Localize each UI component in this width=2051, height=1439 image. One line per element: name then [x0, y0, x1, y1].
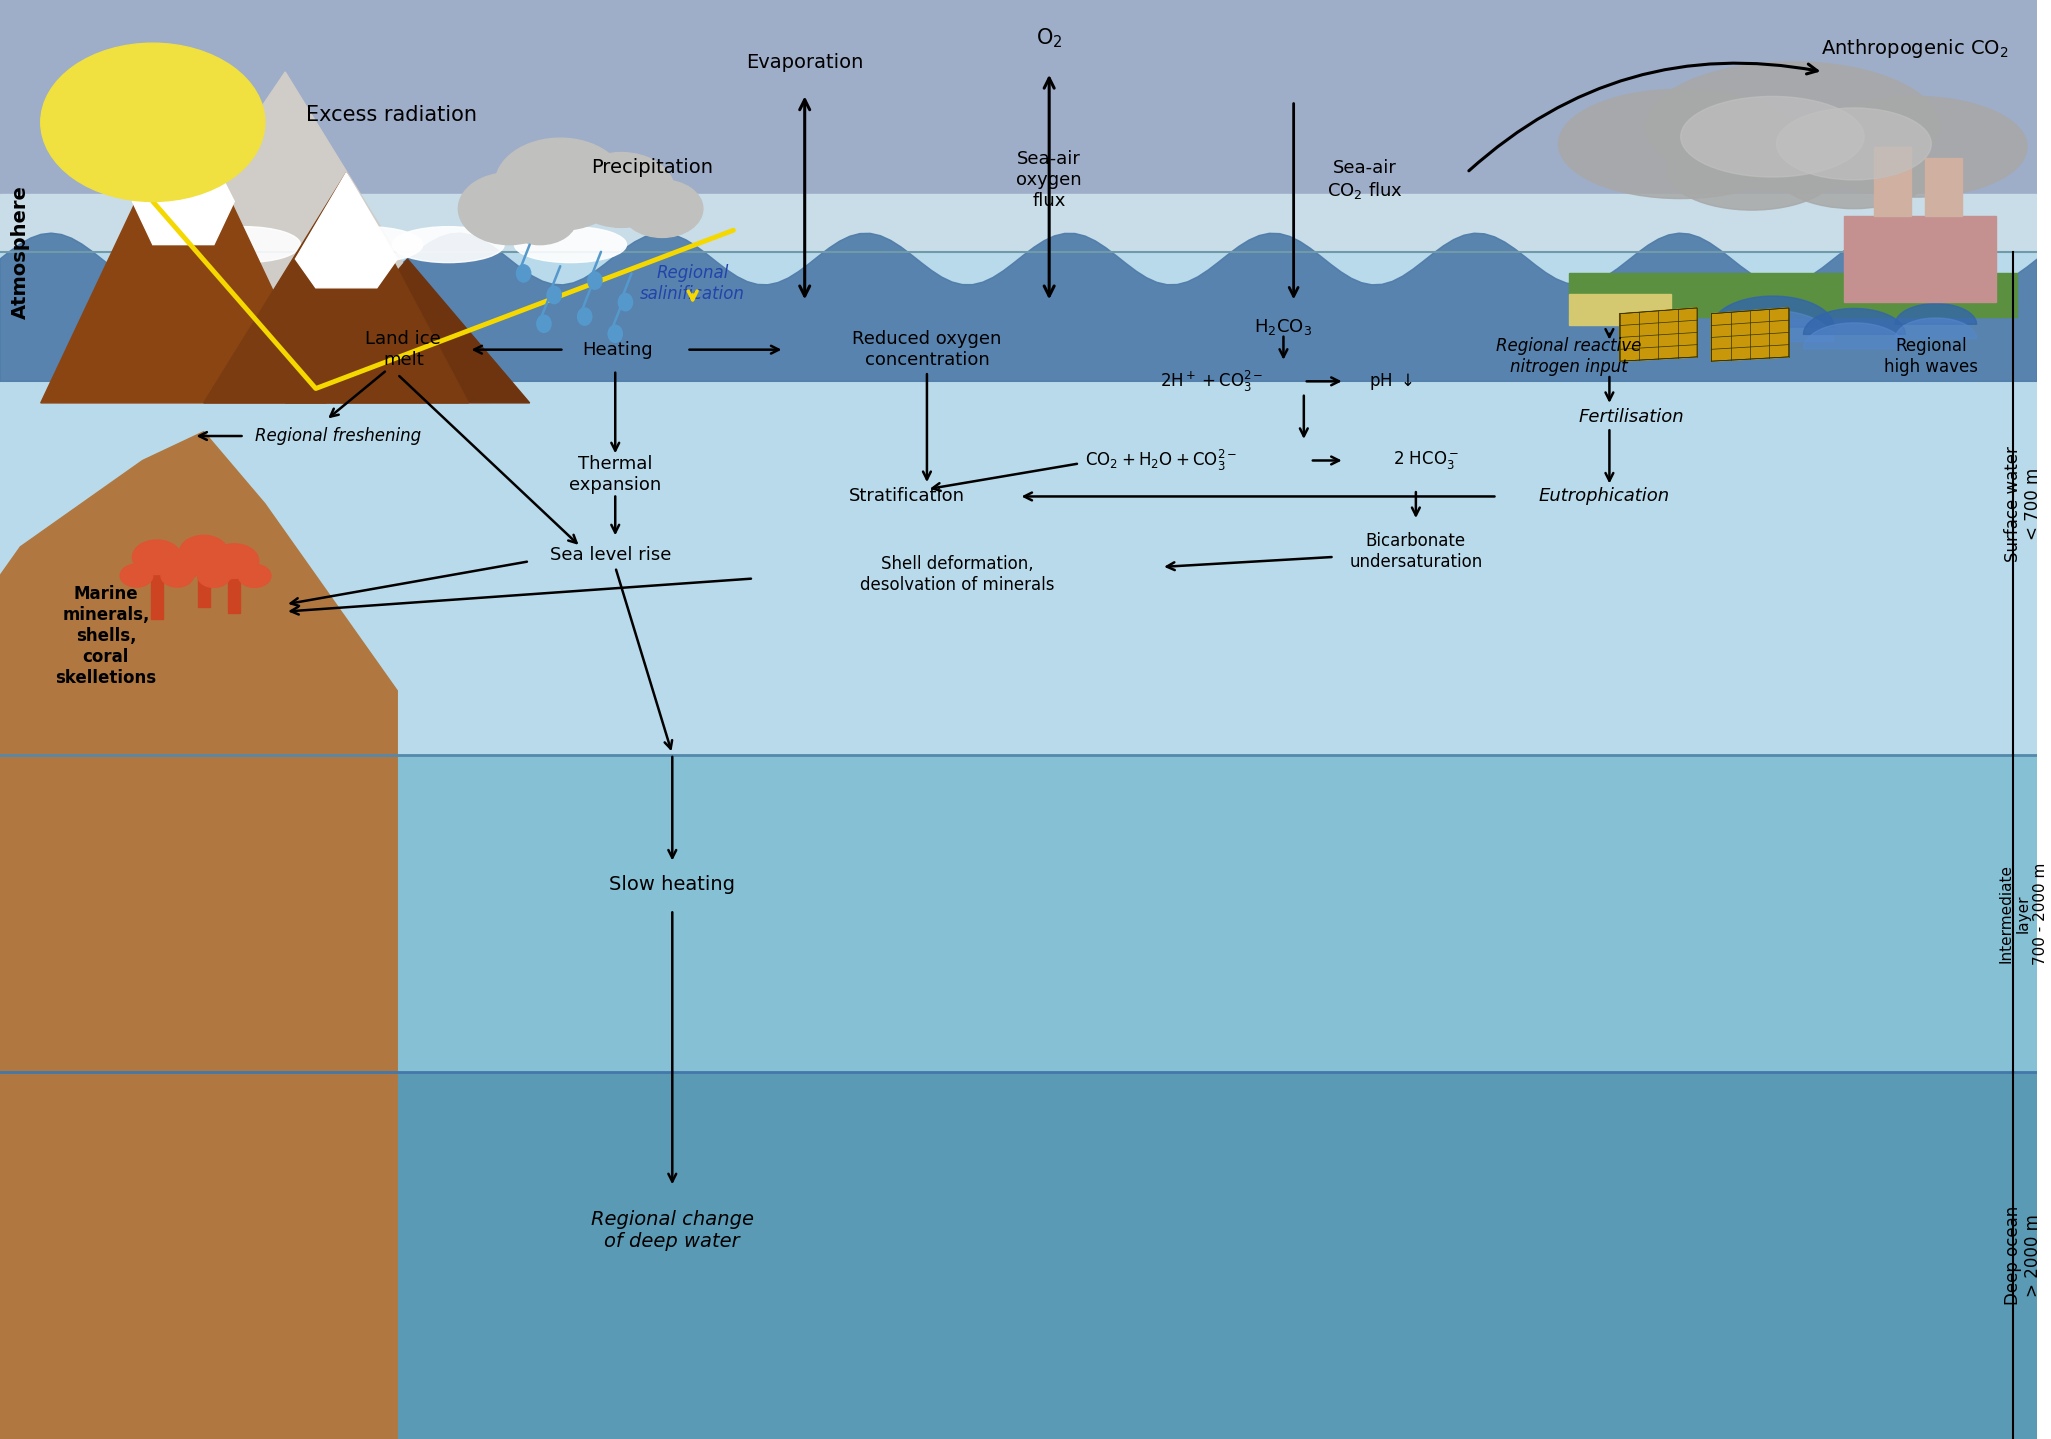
Bar [0, 0, 2037, 194]
Circle shape [133, 540, 180, 574]
Text: Stratification: Stratification [849, 488, 964, 505]
Circle shape [166, 557, 199, 580]
Polygon shape [295, 173, 398, 288]
Text: Excess radiation: Excess radiation [306, 105, 476, 125]
Polygon shape [1711, 308, 1788, 361]
Text: Surface water
< 700 m: Surface water < 700 m [2004, 446, 2043, 561]
Bar [1844, 216, 1996, 302]
Text: $\mathregular{2H^+ + CO_3^{2-}}$: $\mathregular{2H^+ + CO_3^{2-}}$ [1161, 368, 1263, 394]
Text: Thermal
expansion: Thermal expansion [568, 456, 660, 494]
Circle shape [457, 173, 560, 245]
Bar [0, 1072, 2037, 1439]
Text: Regional change
of deep water: Regional change of deep water [591, 1210, 755, 1250]
Bar [0, 194, 2037, 252]
Ellipse shape [548, 286, 562, 304]
Text: Sea level rise: Sea level rise [550, 547, 673, 564]
Circle shape [41, 43, 265, 201]
Text: $\mathregular{H_2CO_3}$: $\mathregular{H_2CO_3}$ [1255, 317, 1313, 337]
Text: Eutrophication: Eutrophication [1538, 488, 1670, 505]
Bar [1926, 158, 1963, 216]
Ellipse shape [1776, 137, 1932, 209]
Ellipse shape [310, 227, 423, 263]
Text: Heating: Heating [582, 341, 652, 358]
Ellipse shape [1559, 89, 1803, 199]
Text: Sea-air
oxygen
flux: Sea-air oxygen flux [1017, 150, 1083, 210]
Text: $\mathregular{CO_2 + H_2O + CO_3^{2-}}$: $\mathregular{CO_2 + H_2O + CO_3^{2-}}$ [1085, 448, 1237, 473]
Polygon shape [62, 72, 488, 403]
Text: Shell deformation,
desolvation of minerals: Shell deformation, desolvation of minera… [859, 555, 1054, 593]
Bar [1875, 147, 1912, 216]
FancyBboxPatch shape [1569, 273, 2016, 317]
Circle shape [209, 544, 258, 578]
Circle shape [502, 193, 576, 245]
Polygon shape [285, 259, 529, 403]
Circle shape [238, 564, 271, 587]
Circle shape [178, 535, 228, 570]
Ellipse shape [1647, 62, 1940, 191]
Text: Sea-air
$\mathregular{CO_2}$ flux: Sea-air $\mathregular{CO_2}$ flux [1327, 158, 1403, 201]
Bar [0, 755, 2037, 1072]
Circle shape [207, 557, 240, 580]
Bar [197, 573, 209, 607]
Text: Regional
salinification: Regional salinification [640, 265, 745, 302]
Bar [213, 573, 254, 580]
Polygon shape [1620, 308, 1696, 361]
Ellipse shape [537, 315, 552, 332]
Text: Fertilisation: Fertilisation [1579, 409, 1684, 426]
Text: Land ice
melt: Land ice melt [365, 331, 441, 368]
Text: Deep ocean
> 2000 m: Deep ocean > 2000 m [2004, 1206, 2043, 1305]
Polygon shape [133, 101, 234, 245]
Text: Marine
minerals,
shells,
coral
skelletions: Marine minerals, shells, coral skelletio… [55, 586, 156, 686]
Text: $\mathregular{O_2}$: $\mathregular{O_2}$ [1036, 27, 1062, 50]
Bar [1569, 294, 1670, 325]
Ellipse shape [1803, 96, 2026, 197]
Text: Precipitation: Precipitation [591, 158, 714, 177]
Ellipse shape [1667, 130, 1838, 210]
Text: Atmosphere: Atmosphere [10, 184, 31, 319]
Text: Regional freshening: Regional freshening [254, 427, 420, 445]
Text: Regional
high waves: Regional high waves [1885, 338, 1979, 376]
Ellipse shape [515, 227, 626, 263]
Text: pH $\downarrow$: pH $\downarrow$ [1370, 371, 1413, 391]
Circle shape [160, 564, 193, 587]
Ellipse shape [578, 308, 593, 325]
Polygon shape [203, 173, 468, 403]
Polygon shape [0, 432, 398, 1439]
Text: Evaporation: Evaporation [747, 53, 863, 72]
Text: Bicarbonate
undersaturation: Bicarbonate undersaturation [1350, 532, 1483, 570]
Ellipse shape [189, 227, 301, 263]
Bar [183, 566, 224, 573]
Text: $\mathregular{2\ HCO_3^-}$: $\mathregular{2\ HCO_3^-}$ [1393, 449, 1458, 472]
Text: Regional reactive
nitrogen input: Regional reactive nitrogen input [1495, 338, 1641, 376]
FancyArrowPatch shape [1469, 63, 1817, 171]
Circle shape [121, 564, 152, 587]
Text: Anthropogenic $\mathregular{CO_2}$: Anthropogenic $\mathregular{CO_2}$ [1821, 37, 2008, 60]
Circle shape [621, 180, 703, 237]
Circle shape [568, 153, 675, 227]
Text: Slow heating: Slow heating [609, 875, 736, 895]
Text: Reduced oxygen
concentration: Reduced oxygen concentration [853, 331, 1001, 368]
Polygon shape [41, 101, 326, 403]
Ellipse shape [617, 294, 632, 311]
Ellipse shape [392, 227, 505, 263]
Bar [228, 580, 240, 613]
Bar [0, 252, 2037, 755]
Ellipse shape [607, 325, 621, 342]
Polygon shape [0, 233, 2037, 381]
Ellipse shape [517, 265, 531, 282]
Ellipse shape [1776, 108, 1932, 180]
Bar [152, 580, 162, 619]
Ellipse shape [1680, 96, 1864, 177]
Ellipse shape [589, 272, 603, 289]
Circle shape [494, 138, 626, 230]
Text: Intermediate
layer
700 - 2000 m: Intermediate layer 700 - 2000 m [1998, 862, 2047, 966]
Bar [137, 573, 176, 580]
Circle shape [197, 564, 230, 587]
